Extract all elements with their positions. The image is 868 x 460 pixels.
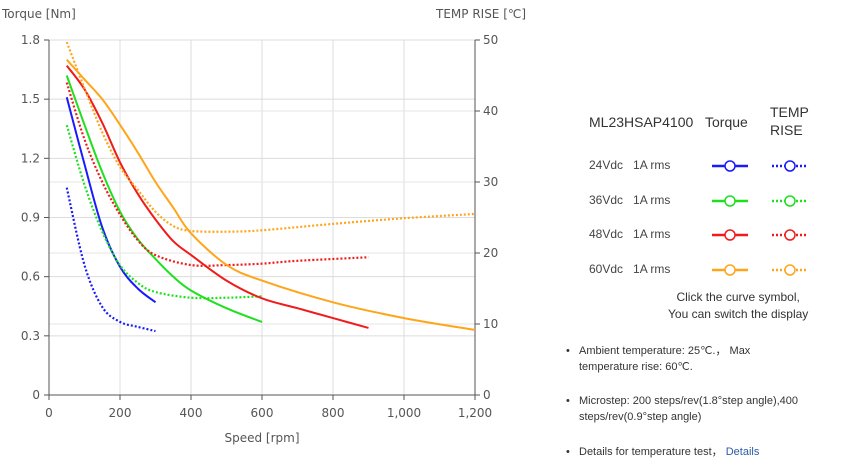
legend-row: 48Vdc 1A rms: [580, 225, 840, 245]
series-line-6: [66, 59, 476, 331]
series-line-7: [65, 41, 476, 233]
series-line-1: [65, 187, 156, 333]
note-microstep-line2: steps/rev(0.9°step angle): [579, 411, 702, 423]
y-axis-label: Torque [Nm]: [1, 7, 76, 21]
temp-curve-toggle-icon[interactable]: [770, 262, 810, 278]
legend-voltage: 36Vdc: [589, 192, 624, 207]
legend-voltage: 60Vdc: [589, 261, 624, 276]
y-tick-label: 1.8: [21, 33, 40, 47]
note-microstep-line1: Microstep: 200 steps/rev(1.8°step angle)…: [579, 395, 799, 407]
torque-curve-toggle-icon[interactable]: [710, 193, 750, 209]
x-tick-label: 400: [180, 406, 203, 420]
x-tick-label: 0: [45, 406, 53, 420]
y-tick-label: 1.5: [21, 92, 40, 106]
legend-row: 36Vdc 1A rms: [580, 191, 840, 211]
x-tick-label: 1,200: [458, 406, 492, 420]
series-line-0: [65, 96, 157, 304]
y-tick-label: 0.3: [21, 329, 40, 343]
y2-tick-label: 50: [483, 33, 498, 47]
legend-current: 1A rms: [633, 261, 671, 276]
series-group: [65, 41, 476, 333]
y-tick-label: 0: [32, 388, 40, 402]
y-tick-label: 0.6: [21, 270, 40, 284]
legend-row-label: 48Vdc 1A rms: [589, 227, 670, 241]
x-axis-label: Speed [rpm]: [224, 431, 299, 445]
torque-curve-toggle-icon[interactable]: [710, 227, 750, 243]
temp-curve-toggle-icon[interactable]: [770, 193, 810, 209]
x-tick-label: 800: [322, 406, 345, 420]
y-tick-label: 0.9: [21, 211, 40, 225]
torque-temp-chart: 0 200 400 600 800 1,000 1,20000.30.60.91.21.51…: [1, 7, 526, 445]
legend-note-line1: Click the curve symbol,: [676, 290, 800, 304]
details-link[interactable]: Details: [725, 446, 760, 458]
bullet-icon: •: [566, 345, 570, 357]
torque-curve-toggle-icon[interactable]: [710, 262, 750, 278]
y-tick-label: 1.2: [21, 151, 40, 165]
legend-row: 60Vdc 1A rms: [580, 260, 840, 280]
note-details-text: Details for temperature test，: [579, 446, 723, 458]
legend-row-label: 60Vdc 1A rms: [589, 262, 670, 276]
series-line-3: [65, 124, 263, 300]
series-line-4: [65, 65, 369, 329]
y2-tick-label: 30: [483, 175, 498, 189]
legend-torque-header: Torque: [705, 114, 748, 130]
legend-row: 24Vdc 1A rms: [580, 156, 840, 176]
legend-row-label: 24Vdc 1A rms: [589, 158, 670, 172]
x-tick-label: 600: [251, 406, 274, 420]
legend-temp-header-1: TEMP: [770, 104, 809, 120]
series-line-2: [65, 75, 263, 323]
legend-temp-header-2: RISE: [770, 122, 803, 138]
y2-tick-label: 10: [483, 317, 498, 331]
bullet-icon: •: [566, 446, 570, 458]
legend-voltage: 48Vdc: [589, 227, 624, 241]
note-ambient-line1: Ambient temperature: 25℃.， Max: [579, 345, 751, 357]
series-line-5: [65, 82, 369, 267]
bullet-icon: •: [566, 395, 570, 407]
legend-model: ML23HSAP4100: [589, 114, 694, 130]
y2-tick-label: 0: [483, 388, 491, 402]
axes: 0 200 400 600 800 1,000 1,20000.30.60.91.21.51…: [21, 33, 498, 420]
x-tick-label: 1,000: [387, 406, 421, 420]
temp-curve-toggle-icon[interactable]: [770, 158, 810, 174]
grid: [49, 39, 476, 395]
torque-curve-toggle-icon[interactable]: [710, 158, 750, 174]
legend-current: 1A rms: [633, 192, 671, 207]
y2-tick-label: 20: [483, 246, 498, 260]
y2-tick-label: 40: [483, 104, 498, 118]
x-tick-label: 200: [109, 406, 132, 420]
legend-current: 1A rms: [633, 158, 671, 172]
temp-curve-toggle-icon[interactable]: [770, 227, 810, 243]
y2-axis-label: TEMP RISE [℃]: [435, 7, 526, 21]
legend-row-label: 36Vdc 1A rms: [589, 193, 670, 207]
legend-note: Click the curve symbol, You can switch t…: [668, 289, 808, 323]
legend-current: 1A rms: [633, 227, 671, 241]
note-ambient-line2: temperature rise: 60℃.: [579, 361, 693, 373]
legend-voltage: 24Vdc: [589, 158, 624, 172]
legend-note-line2: You can switch the display: [668, 307, 809, 321]
